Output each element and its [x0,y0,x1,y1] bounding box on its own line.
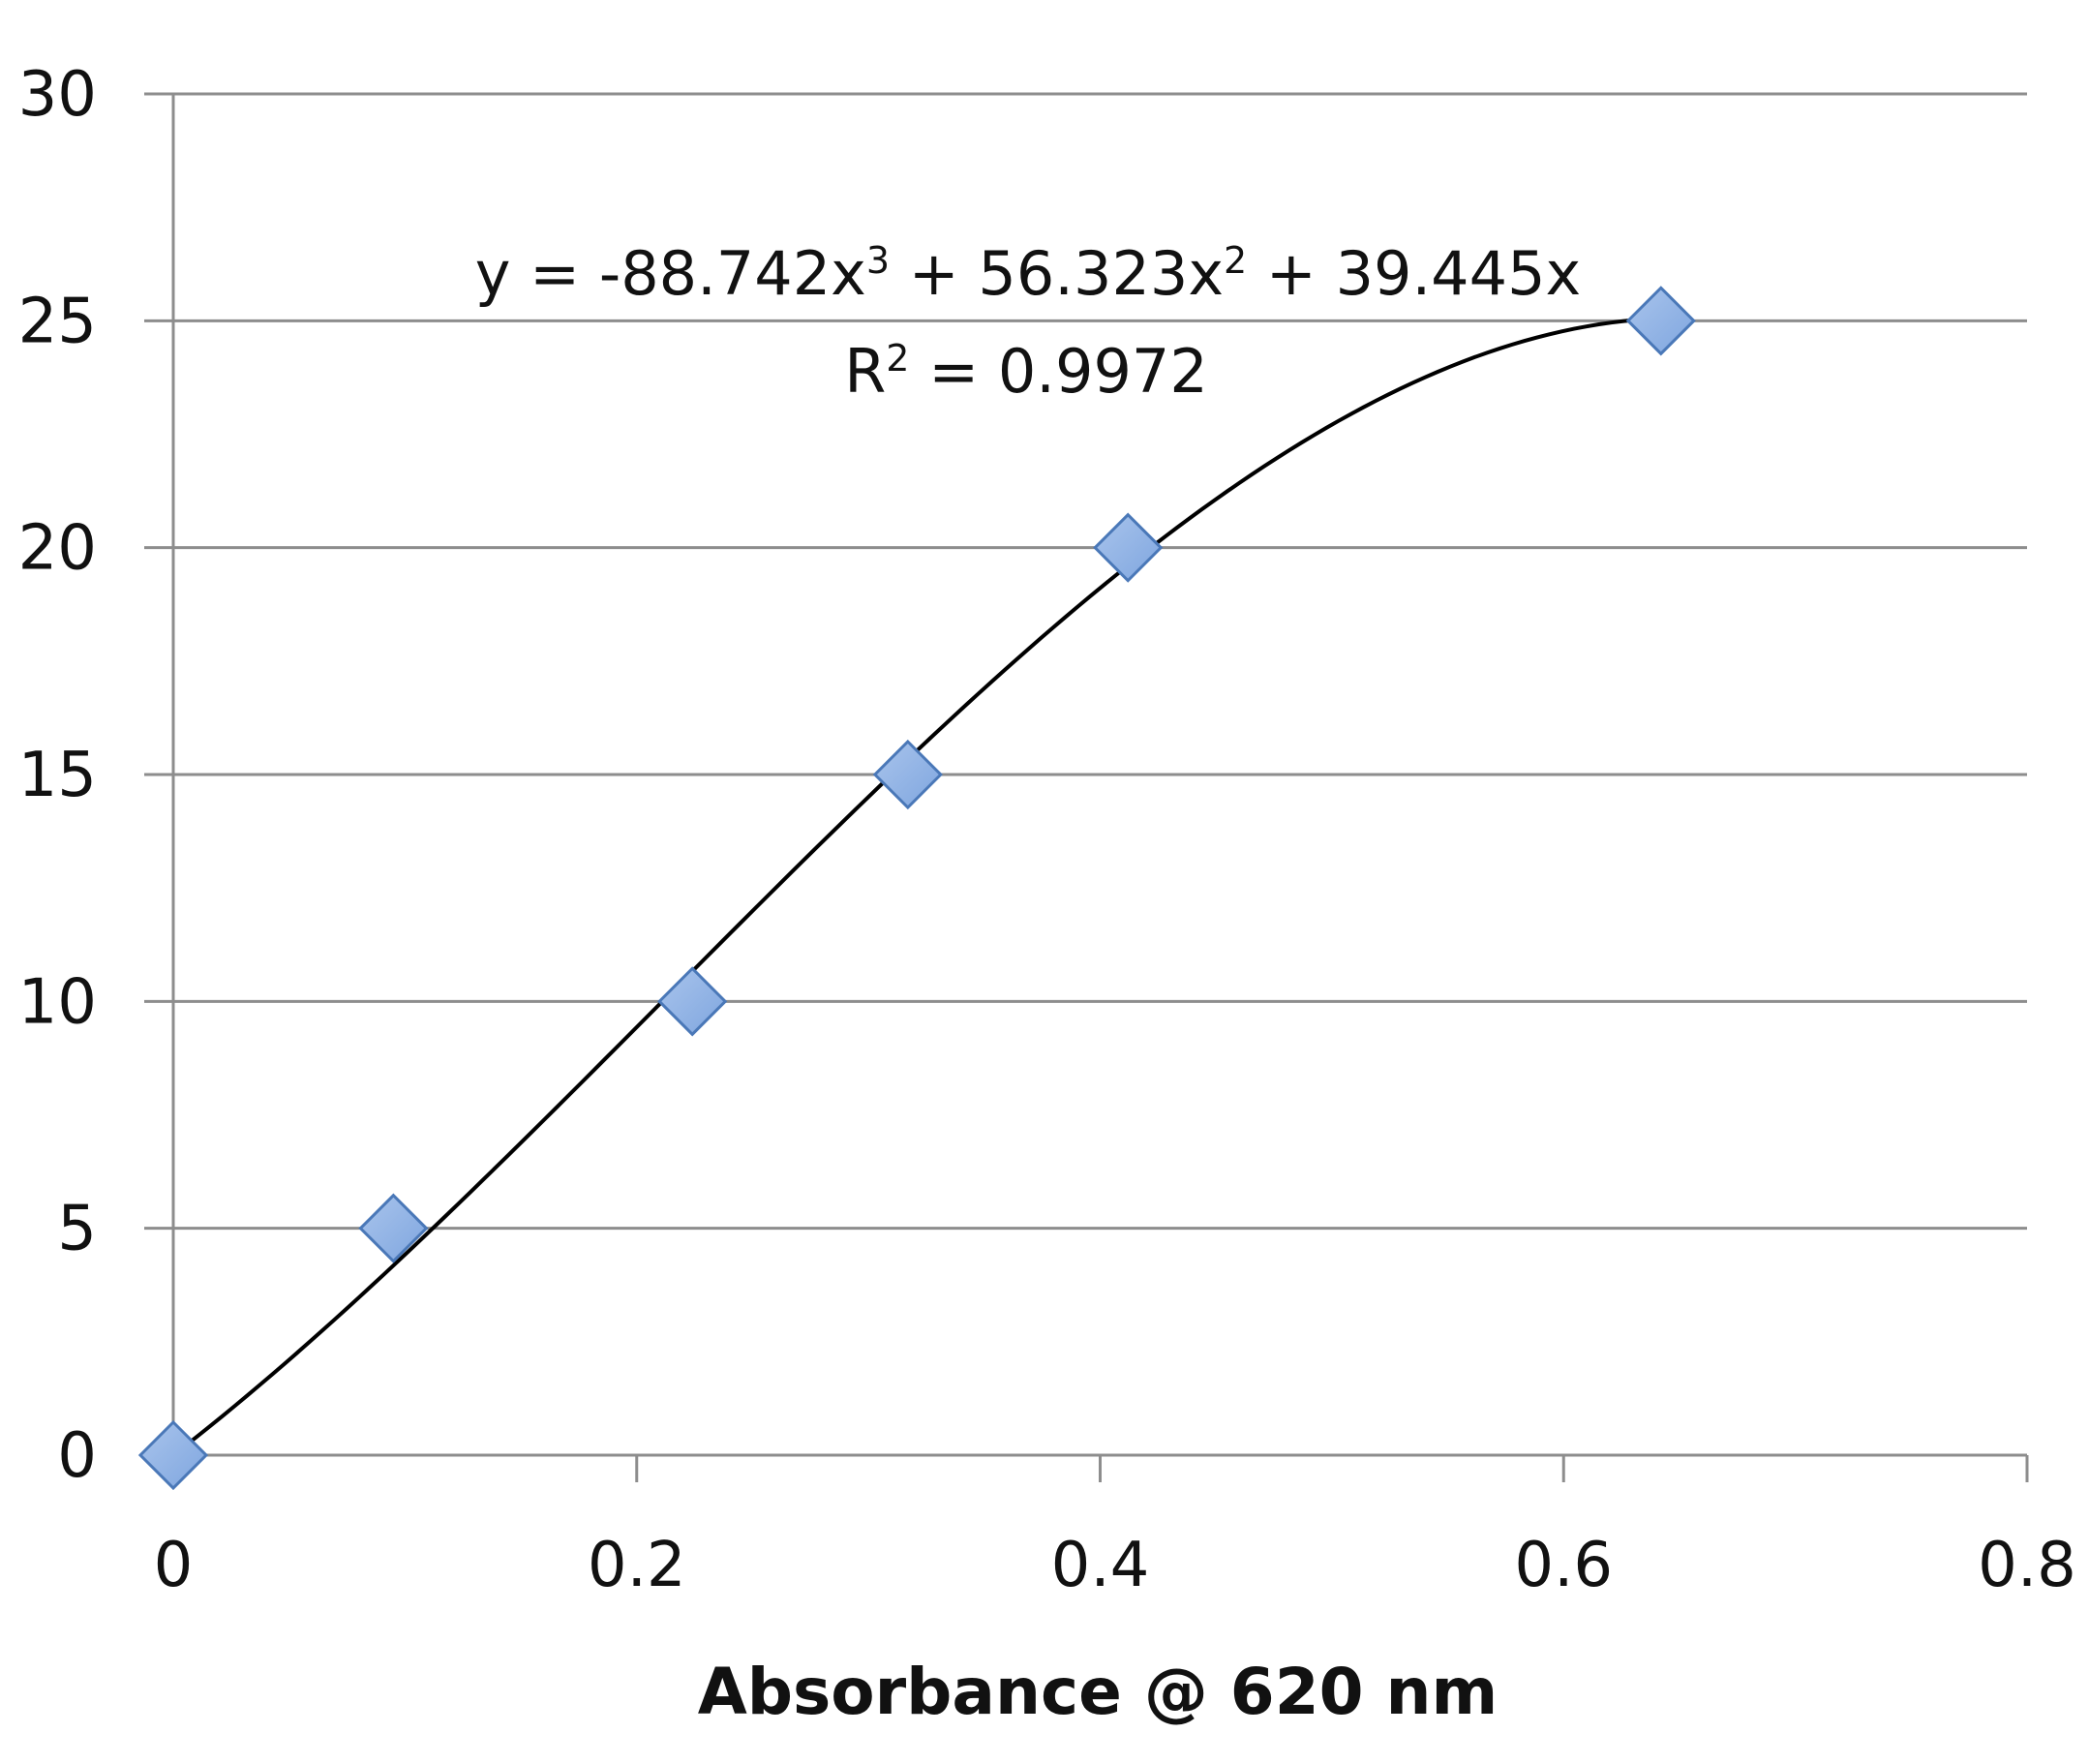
y-tick-label: 0 [57,1420,97,1492]
data-point-marker [657,966,728,1037]
data-point-marker [1625,286,1696,356]
y-tick-label: 15 [18,740,97,811]
data-point-marker [137,1419,209,1491]
y-tick-label: 10 [18,966,97,1038]
trendline-curve [171,316,1661,1457]
tick-labels: 0 5 10 15 20 25 30 0 0.2 0.4 0.6 0.8 [18,59,2076,1601]
y-tick-label: 5 [57,1194,97,1265]
trendline-equation: y = -88.742x3 + 56.323x2 + 39.445x [475,238,1581,309]
trendline-layer [171,316,1661,1457]
data-points [137,286,1696,1491]
x-tick-label: 0.8 [1978,1530,2076,1601]
x-axis-title: Absorbance @ 620 nm [698,1655,1499,1729]
x-tick-label: 0.2 [588,1530,686,1601]
data-point-marker [1093,512,1164,583]
y-tick-label: 30 [18,59,97,131]
x-tick-label: 0.4 [1051,1530,1150,1601]
x-tick-label: 0.6 [1514,1530,1613,1601]
axes [144,92,2029,1482]
data-point-marker [358,1193,429,1263]
gridlines [173,92,2027,1231]
y-tick-label: 20 [18,513,97,585]
data-point-marker [872,739,943,810]
y-tick-label: 25 [18,286,97,357]
x-tick-label: 0 [154,1530,194,1601]
r-squared-label: R2 = 0.9972 [844,336,1208,407]
